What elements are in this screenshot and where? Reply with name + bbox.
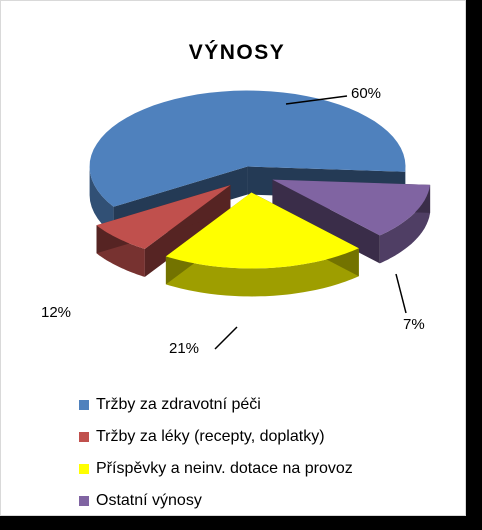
data-label: 60%	[351, 85, 381, 102]
legend-item: Tržby za léky (recepty, doplatky)	[79, 421, 353, 453]
slice-top	[165, 192, 359, 269]
legend-swatch	[79, 432, 89, 442]
chart-frame: VÝNOSY 60% 7% 21% 12% Tržby za zdravotní pé…	[0, 0, 466, 516]
legend-swatch	[79, 496, 89, 506]
legend-label: Ostatní výnosy	[96, 492, 202, 509]
slice-side	[165, 248, 359, 297]
legend-swatch	[79, 400, 89, 410]
legend-item: Tržby za zdravotní péči	[79, 389, 353, 421]
legend-swatch	[79, 464, 89, 474]
slice-top	[272, 179, 431, 236]
data-label: 21%	[169, 340, 199, 357]
slice-cut	[272, 179, 380, 264]
pie-chart: VÝNOSY 60% 7% 21% 12%	[41, 40, 431, 357]
pie-slice	[165, 192, 359, 297]
legend-label: Příspěvky a neinv. dotace na provoz	[96, 460, 353, 477]
slice-side	[379, 184, 431, 264]
legend-label: Tržby za léky (recepty, doplatky)	[96, 428, 325, 445]
data-label: 7%	[403, 316, 425, 333]
chart-title: VÝNOSY	[189, 40, 286, 64]
leader-line	[395, 273, 407, 314]
data-label: 12%	[41, 304, 71, 321]
pie-slice	[96, 185, 231, 277]
leader-line	[214, 326, 238, 350]
legend: Tržby za zdravotní péči Tržby za léky (r…	[79, 389, 353, 517]
pie-slices	[89, 90, 431, 297]
legend-item: Příspěvky a neinv. dotace na provoz	[79, 453, 353, 485]
slice-top	[89, 90, 406, 207]
legend-label: Tržby za zdravotní péči	[96, 396, 261, 413]
slice-top	[96, 185, 231, 249]
pie-slice	[272, 179, 431, 264]
legend-item: Ostatní výnosy	[79, 485, 353, 517]
leader-line	[285, 95, 348, 105]
data-labels: 60% 7% 21% 12%	[41, 85, 425, 357]
slice-side	[89, 167, 114, 235]
